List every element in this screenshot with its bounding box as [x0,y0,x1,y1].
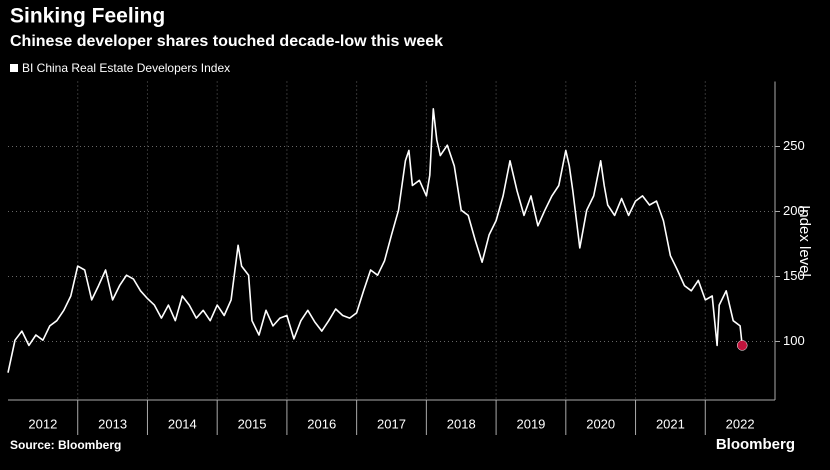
x-tick-label: 2012 [28,416,57,431]
end-marker [736,340,748,351]
x-tick-label: 2017 [377,416,406,431]
chart-title: Sinking Feeling [10,5,165,28]
x-tick-label: 2021 [656,416,685,431]
x-tick-label: 2018 [447,416,476,431]
y-tick-label: 250 [783,138,805,153]
x-tick-label: 2014 [168,416,197,431]
x-tick-label: 2016 [307,416,336,431]
legend-swatch [10,64,18,72]
y-tick-label: 200 [783,203,805,218]
source: Source: Bloomberg [10,438,121,452]
x-tick-label: 2013 [98,416,127,431]
y-axis-label: Index level [796,205,813,277]
brand: Bloomberg [716,436,795,453]
legend-label: BI China Real Estate Developers Index [22,61,230,75]
line [7,108,743,373]
y-tick-label: 100 [783,333,805,348]
y-tick-label: 150 [783,268,805,283]
x-tick-label: 2019 [516,416,545,431]
x-tick-label: 2015 [238,416,267,431]
x-tick-label: 2020 [586,416,615,431]
chart-subtitle: Chinese developer shares touched decade-… [10,33,443,50]
x-tick-label: 2022 [726,416,755,431]
